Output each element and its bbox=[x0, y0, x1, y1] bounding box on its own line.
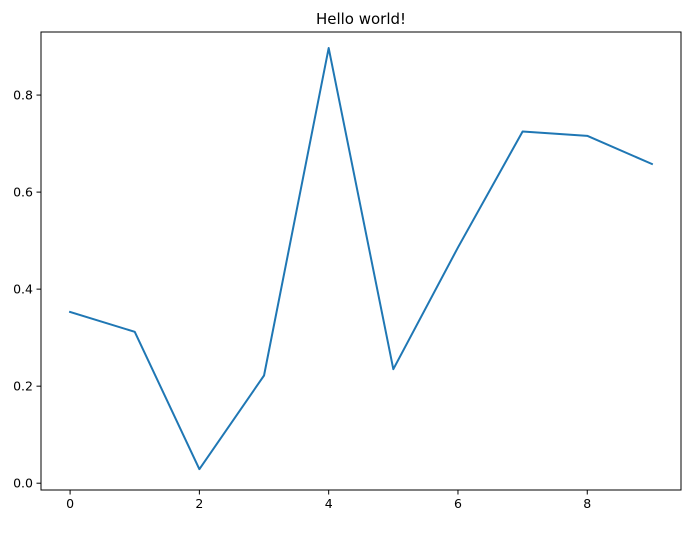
x-tick-label: 8 bbox=[583, 496, 591, 511]
plot-area-frame bbox=[40, 31, 682, 491]
x-axis-ticks: 0 2 4 6 8 bbox=[66, 490, 591, 511]
chart-title: Hello world! bbox=[316, 10, 406, 28]
x-tick-label: 2 bbox=[195, 496, 203, 511]
y-tick-label: 0.0 bbox=[13, 476, 33, 491]
y-tick-label: 0.2 bbox=[13, 379, 33, 394]
x-tick-label: 0 bbox=[66, 496, 74, 511]
series-line bbox=[68, 47, 654, 471]
x-tick-label: 6 bbox=[454, 496, 462, 511]
y-tick-label: 0.4 bbox=[13, 282, 33, 297]
series-layer bbox=[68, 47, 654, 471]
y-axis-ticks: 0.0 0.2 0.4 0.6 0.8 bbox=[13, 88, 41, 491]
y-tick-label: 0.6 bbox=[13, 185, 33, 200]
x-tick-label: 4 bbox=[325, 496, 333, 511]
y-tick-label: 0.8 bbox=[13, 88, 33, 103]
